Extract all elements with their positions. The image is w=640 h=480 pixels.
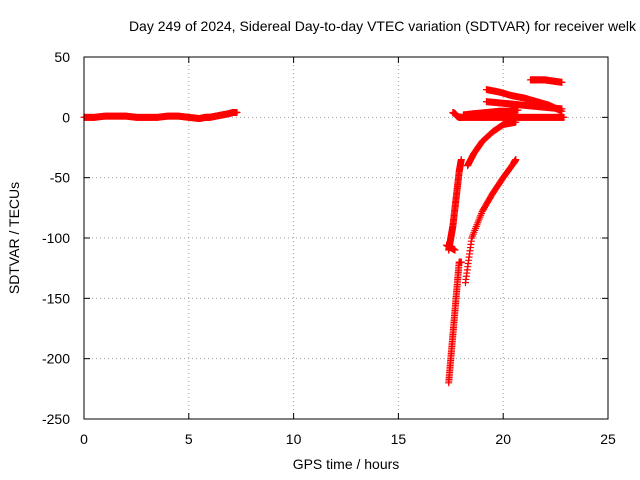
y-tick-label: -100 bbox=[42, 230, 70, 246]
data-point bbox=[512, 156, 520, 164]
x-tick-label: 15 bbox=[391, 431, 407, 447]
y-tick-label: 50 bbox=[54, 49, 70, 65]
x-tick-label: 25 bbox=[600, 431, 616, 447]
y-tick-label: 0 bbox=[62, 109, 70, 125]
x-tick-label: 0 bbox=[80, 431, 88, 447]
data-points bbox=[80, 76, 568, 387]
data-point bbox=[457, 156, 465, 164]
grid-lines bbox=[84, 57, 608, 419]
x-axis-label: GPS time / hours bbox=[292, 456, 400, 472]
x-tick-label: 20 bbox=[495, 431, 511, 447]
y-tick-label: -50 bbox=[50, 170, 70, 186]
plot-frame bbox=[83, 56, 609, 420]
data-point bbox=[558, 105, 566, 113]
data-point bbox=[560, 113, 568, 121]
x-tick-label: 5 bbox=[185, 431, 193, 447]
data-point bbox=[514, 106, 522, 114]
data-point bbox=[451, 246, 459, 254]
y-tick-label: -200 bbox=[42, 351, 70, 367]
y-axis-label: SDTVAR / TECUs bbox=[6, 181, 22, 295]
data-point bbox=[558, 78, 566, 86]
axis-ticks: 0 5 10 15 20 25 -250 -200 -150 -100 -50 0 50 bbox=[42, 49, 616, 447]
data-point bbox=[457, 258, 465, 266]
chart-title: Day 249 of 2024, Sidereal Day-to-day VTE… bbox=[128, 18, 636, 34]
x-tick-label: 10 bbox=[286, 431, 302, 447]
y-tick-label: -250 bbox=[42, 411, 70, 427]
y-tick-label: -150 bbox=[42, 290, 70, 306]
data-point bbox=[512, 118, 520, 126]
data-point bbox=[233, 109, 241, 117]
